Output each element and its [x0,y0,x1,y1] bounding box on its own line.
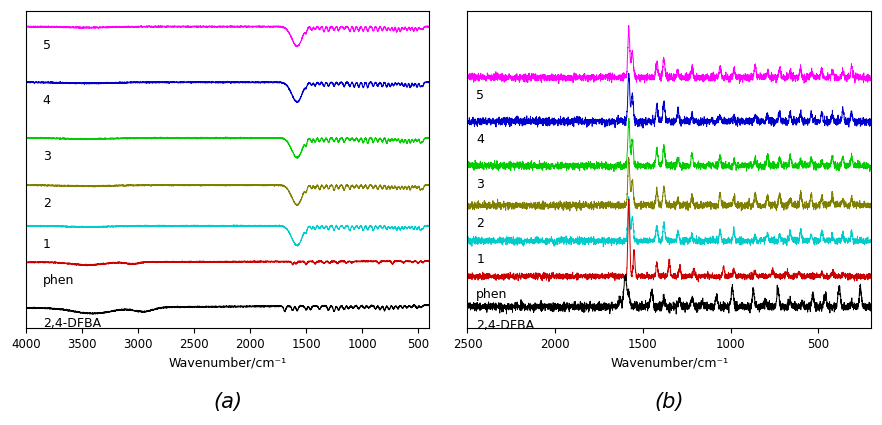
Text: 2,4-DFBA: 2,4-DFBA [42,317,101,330]
Text: 3: 3 [42,150,50,163]
Text: 3: 3 [476,178,484,190]
Text: 4: 4 [42,94,50,107]
Text: phen: phen [42,274,74,287]
X-axis label: Wavenumber/cm⁻¹: Wavenumber/cm⁻¹ [610,357,729,370]
Text: 2: 2 [476,217,484,230]
Text: 2,4-DFBA: 2,4-DFBA [476,319,534,332]
Text: 4: 4 [476,133,484,146]
Text: (a): (a) [213,392,243,412]
Text: 5: 5 [476,89,484,102]
Text: 5: 5 [42,39,51,51]
Text: 1: 1 [476,252,484,266]
Text: (b): (b) [654,392,684,412]
Text: 2: 2 [42,197,50,210]
Text: 1: 1 [42,238,50,251]
X-axis label: Wavenumber/cm⁻¹: Wavenumber/cm⁻¹ [168,357,287,370]
Text: phen: phen [476,288,507,301]
